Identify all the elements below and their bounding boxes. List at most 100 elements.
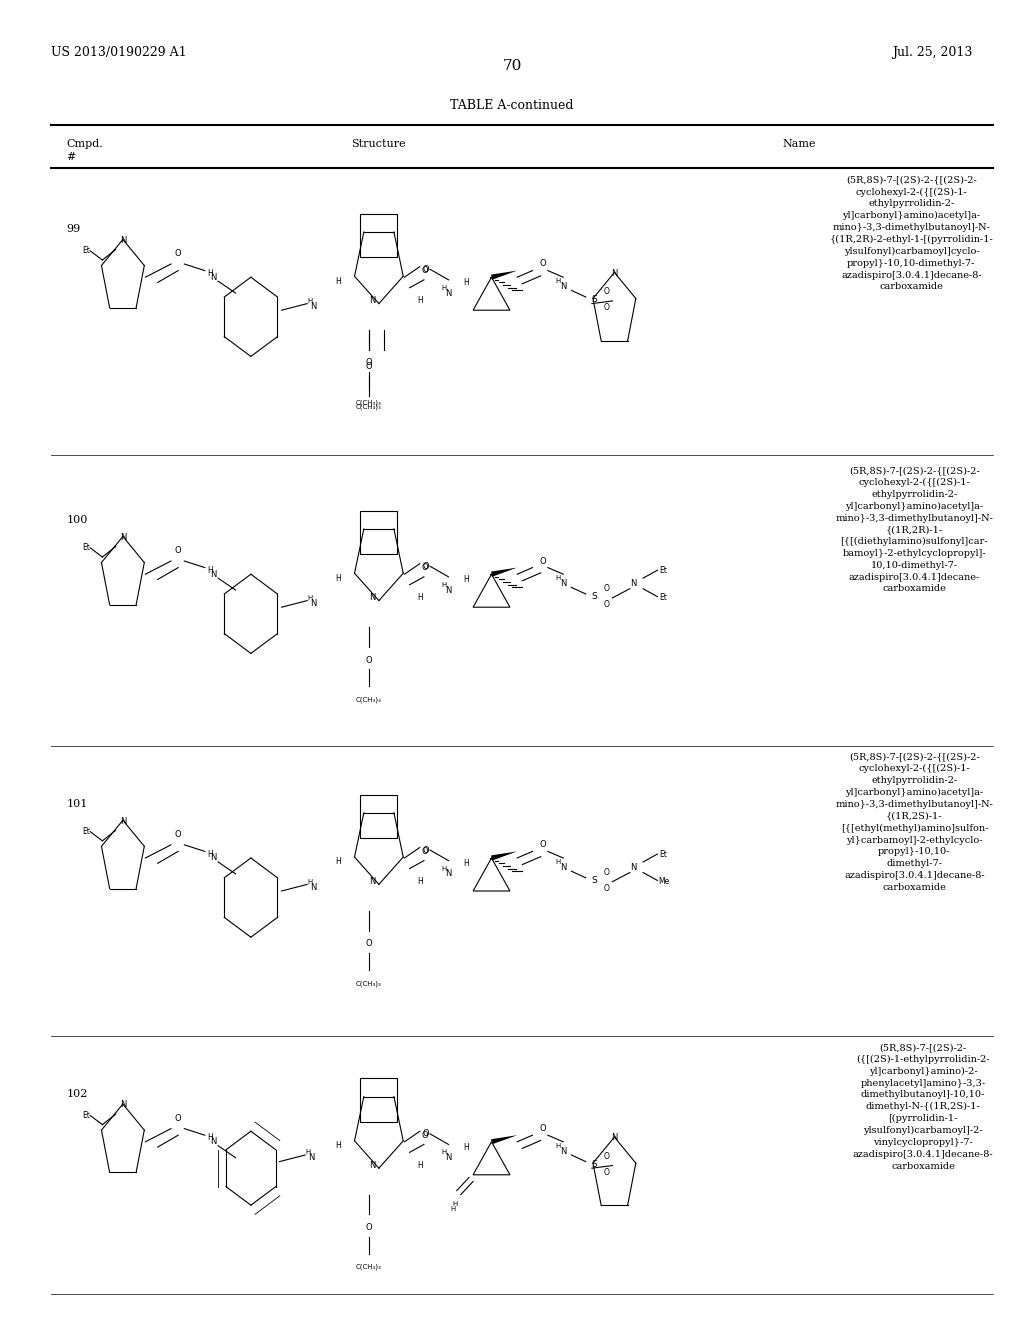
Text: C(CH₃)₃: C(CH₃)₃ [355, 1265, 382, 1270]
Text: N: N [445, 1154, 452, 1162]
Text: S: S [591, 876, 597, 884]
Text: N: N [560, 1147, 566, 1155]
Text: N: N [120, 1101, 126, 1109]
Text: N: N [445, 586, 452, 594]
Text: N: N [560, 863, 566, 871]
Text: O: O [366, 656, 372, 664]
Text: O: O [175, 830, 181, 838]
Text: #: # [67, 152, 76, 162]
Text: H: H [207, 269, 213, 277]
Text: N: N [370, 878, 376, 886]
Text: O: O [422, 847, 428, 855]
Text: O: O [423, 265, 429, 273]
Text: O: O [422, 267, 428, 275]
Text: H: H [441, 866, 447, 871]
Text: O: O [540, 1125, 546, 1133]
Text: Et: Et [659, 566, 668, 574]
Text: O: O [366, 359, 372, 367]
Text: S: S [591, 593, 597, 601]
Text: Me: Me [658, 878, 669, 886]
Polygon shape [492, 851, 517, 861]
Text: N: N [445, 870, 452, 878]
Text: Name: Name [782, 139, 815, 149]
Text: O: O [366, 1224, 372, 1232]
Text: N: N [370, 1162, 376, 1170]
Text: N: N [120, 236, 126, 244]
Text: Et: Et [82, 1111, 90, 1119]
Text: 100: 100 [67, 515, 88, 525]
Text: H: H [555, 279, 561, 284]
Text: O: O [603, 585, 609, 593]
Text: Et: Et [82, 544, 90, 552]
Text: 101: 101 [67, 799, 88, 809]
Text: N: N [210, 1138, 216, 1146]
Text: N: N [370, 594, 376, 602]
Text: O: O [603, 601, 609, 609]
Text: O: O [423, 562, 429, 570]
Text: N: N [370, 297, 376, 305]
Text: H: H [555, 1143, 561, 1148]
Text: H: H [335, 277, 341, 285]
Text: US 2013/0190229 A1: US 2013/0190229 A1 [51, 46, 186, 59]
Text: H: H [335, 574, 341, 582]
Text: Jul. 25, 2013: Jul. 25, 2013 [893, 46, 973, 59]
Text: S: S [591, 1160, 597, 1168]
Text: H: H [555, 859, 561, 865]
Text: Et: Et [659, 594, 668, 602]
Polygon shape [492, 568, 517, 577]
Text: O: O [540, 841, 546, 849]
Text: H: H [452, 1201, 458, 1206]
Text: N: N [560, 579, 566, 587]
Text: O: O [175, 1114, 181, 1122]
Text: O: O [603, 304, 609, 312]
Text: O: O [175, 249, 181, 257]
Text: O: O [603, 869, 609, 876]
Text: N: N [310, 883, 316, 891]
Text: H: H [417, 1162, 423, 1170]
Text: H: H [450, 1206, 456, 1212]
Text: H: H [463, 576, 469, 583]
Text: O: O [603, 288, 609, 296]
Text: O: O [422, 564, 428, 572]
Text: N: N [210, 273, 216, 281]
Text: N: N [210, 570, 216, 578]
Text: N: N [611, 1134, 617, 1142]
Text: O: O [423, 846, 429, 854]
Text: S: S [591, 296, 597, 304]
Text: N: N [560, 282, 566, 290]
Text: Et: Et [82, 828, 90, 836]
Text: 70: 70 [503, 59, 521, 74]
Text: O: O [422, 1131, 428, 1139]
Text: C(CH₃)₃: C(CH₃)₃ [355, 697, 382, 702]
Text: O: O [423, 1130, 429, 1138]
Text: O: O [540, 557, 546, 565]
Text: H: H [207, 566, 213, 574]
Text: H: H [555, 576, 561, 581]
Text: Et: Et [659, 850, 668, 858]
Text: N: N [310, 302, 316, 310]
Text: N: N [120, 533, 126, 541]
Text: H: H [335, 1142, 341, 1150]
Text: H: H [463, 279, 469, 286]
Polygon shape [492, 1135, 517, 1144]
Text: N: N [308, 1154, 314, 1162]
Text: 102: 102 [67, 1089, 88, 1100]
Text: C(CH₃)₃: C(CH₃)₃ [355, 981, 382, 986]
Text: H: H [207, 850, 213, 858]
Text: H: H [417, 594, 423, 602]
Text: H: H [335, 858, 341, 866]
Text: N: N [310, 599, 316, 607]
Text: H: H [441, 285, 447, 290]
Text: 99: 99 [67, 224, 81, 235]
Text: (5R,8S)-7-[(2S)-2-{[(2S)-2-
cyclohexyl-2-({[(2S)-1-
ethylpyrrolidin-2-
yl]carbon: (5R,8S)-7-[(2S)-2-{[(2S)-2- cyclohexyl-2… [829, 176, 993, 292]
Text: Cmpd.: Cmpd. [67, 139, 103, 149]
Text: TABLE A-continued: TABLE A-continued [451, 99, 573, 112]
Text: N: N [630, 579, 636, 587]
Text: N: N [630, 863, 636, 871]
Text: (5R,8S)-7-[(2S)-2-
({[(2S)-1-ethylpyrrolidin-2-
yl]carbonyl}amino)-2-
phenylacet: (5R,8S)-7-[(2S)-2- ({[(2S)-1-ethylpyrrol… [853, 1043, 993, 1171]
Text: H: H [207, 1134, 213, 1142]
Text: O: O [540, 260, 546, 268]
Text: N: N [120, 817, 126, 825]
Polygon shape [492, 271, 517, 280]
Text: O: O [175, 546, 181, 554]
